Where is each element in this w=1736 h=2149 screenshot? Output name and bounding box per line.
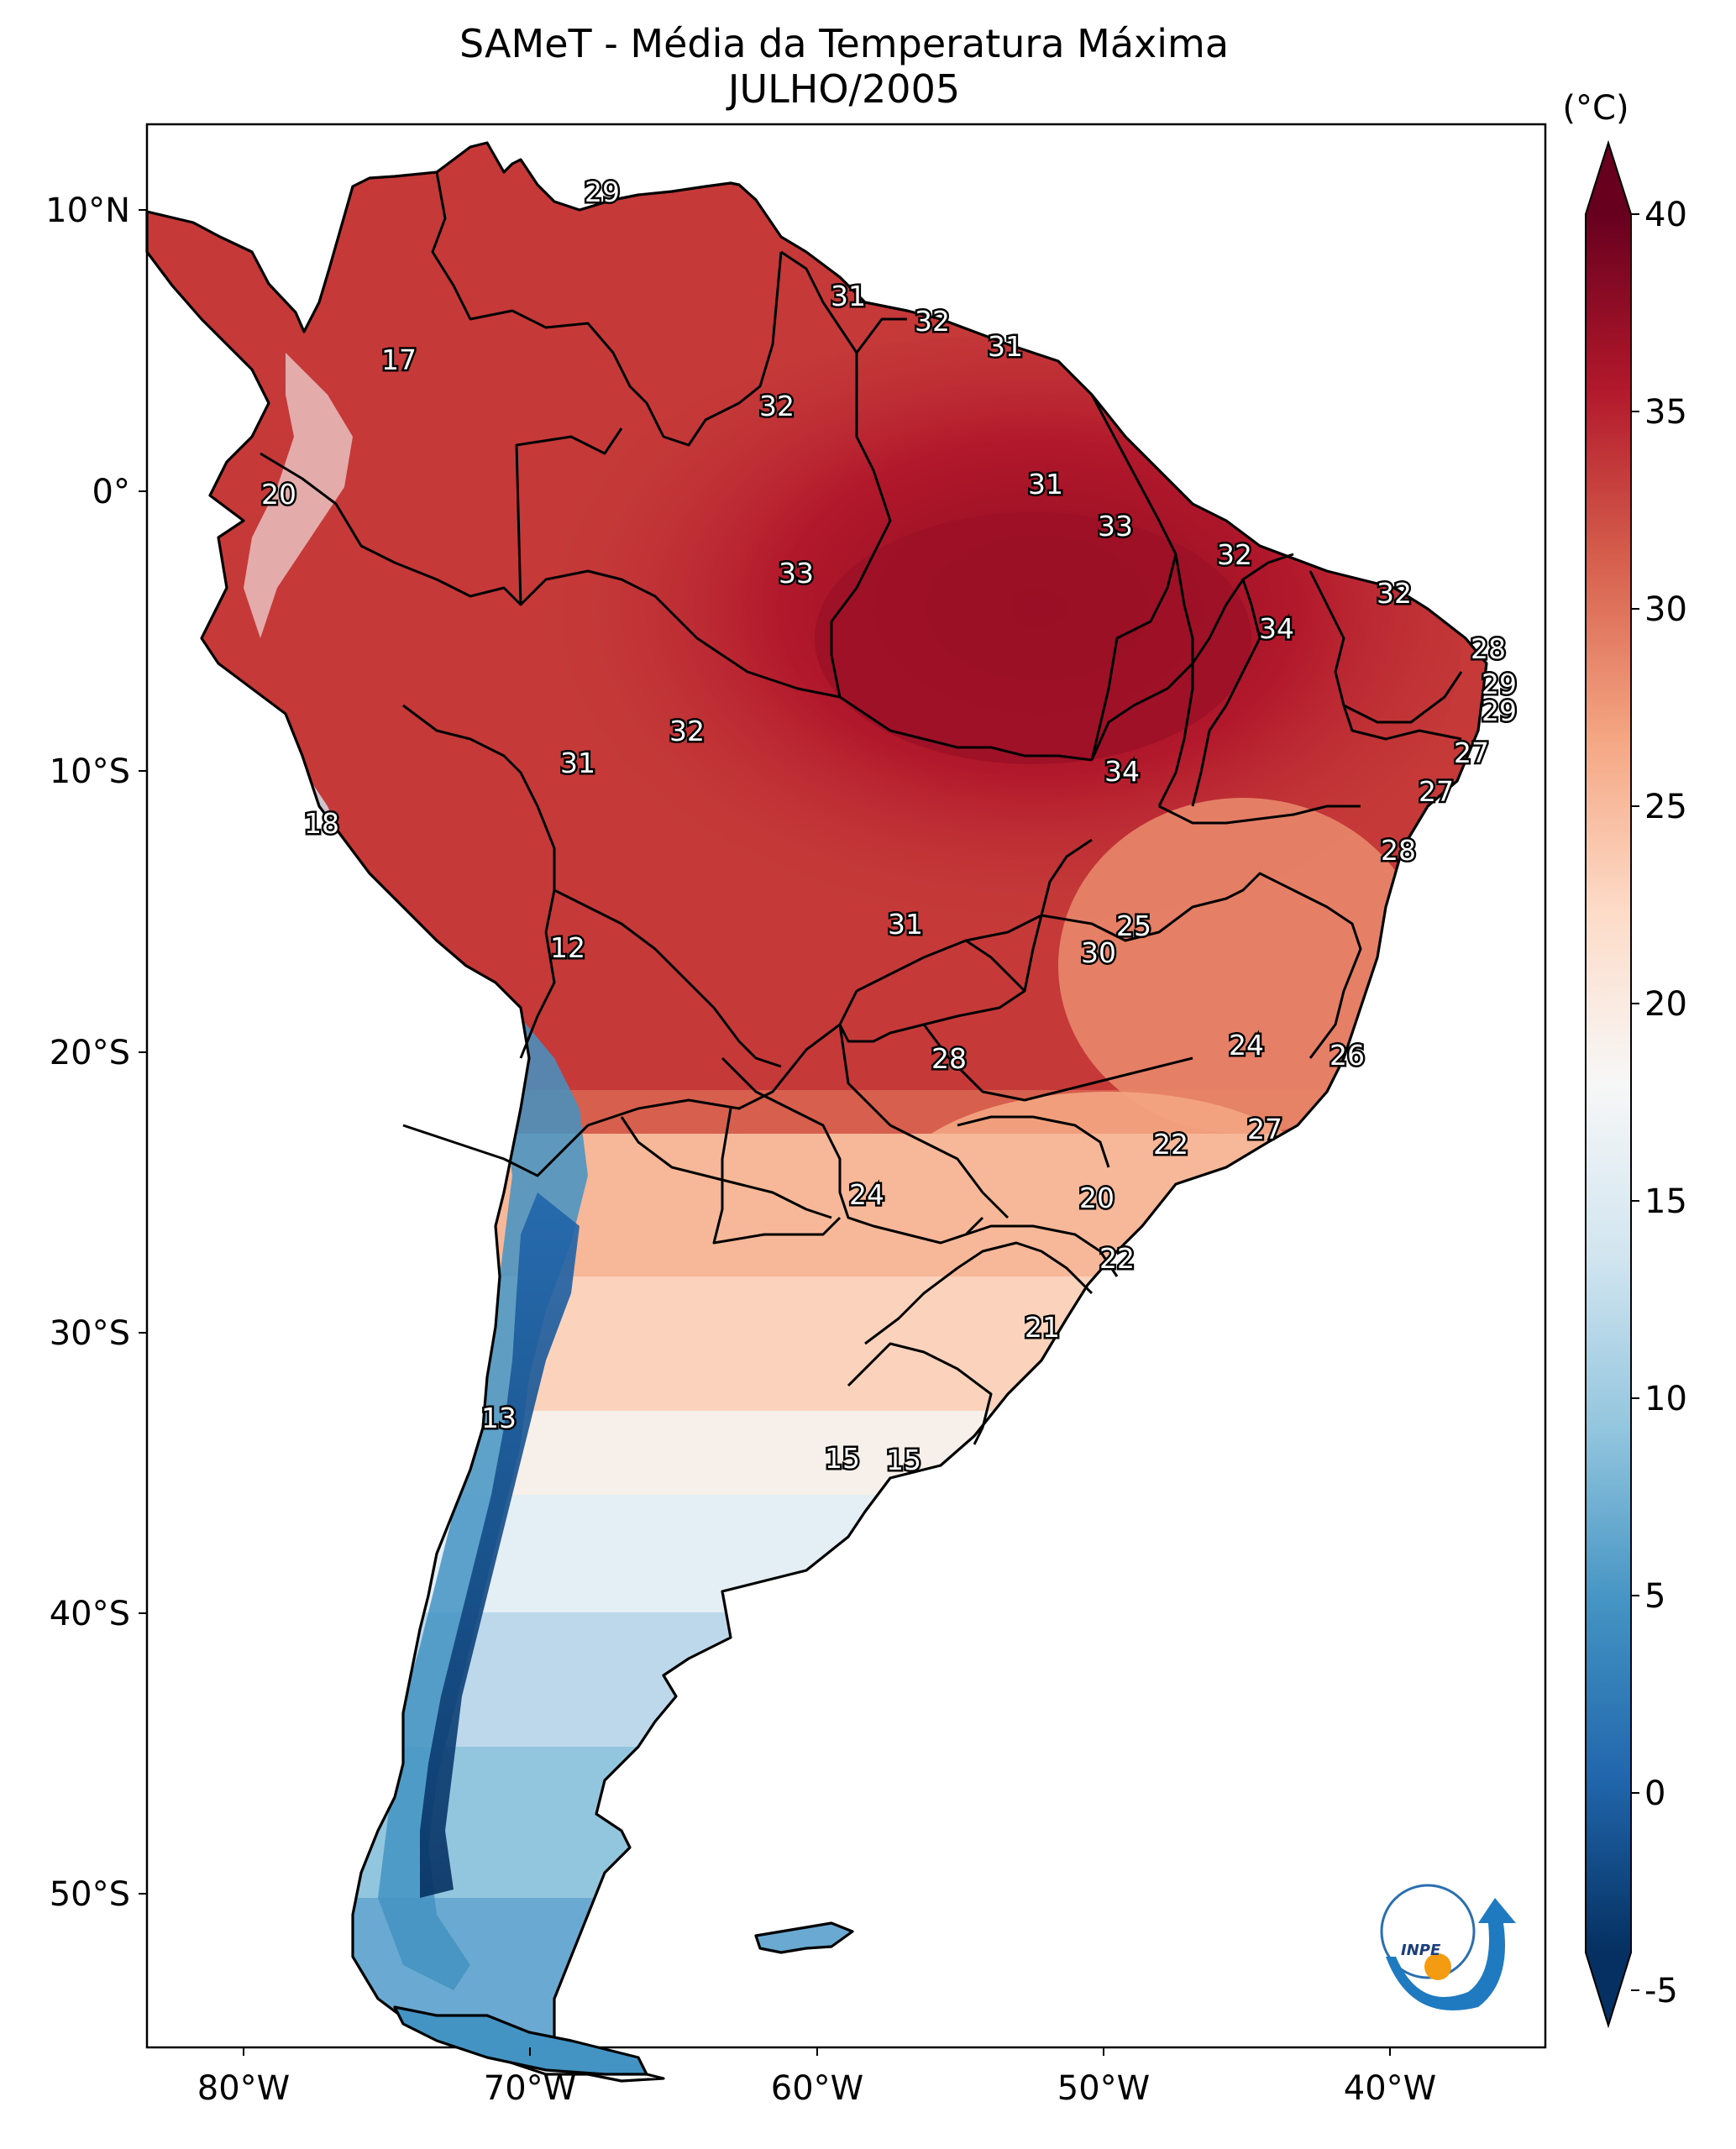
contour-label: 29 — [1482, 694, 1517, 727]
logo-text: INPE — [1401, 1942, 1441, 1959]
contour-label: 31 — [831, 280, 866, 312]
lat-label: 10°N — [45, 191, 130, 230]
lat-label: 0° — [92, 473, 130, 511]
colorbar-tick: -5 — [1644, 1972, 1678, 2010]
contour-label: 34 — [1259, 612, 1294, 645]
contour-label: 31 — [888, 908, 923, 941]
colorbar-tick: 20 — [1644, 985, 1687, 1024]
contour-label: 15 — [825, 1442, 860, 1475]
lon-label: 80°W — [197, 2069, 290, 2108]
contour-label: 25 — [1116, 909, 1151, 942]
contour-label: 24 — [849, 1178, 884, 1211]
contour-label: 27 — [1247, 1113, 1282, 1145]
contour-label: 27 — [1419, 775, 1454, 808]
contour-label: 33 — [779, 557, 814, 590]
longitude-axis: 80°W 70°W 60°W 50°W 40°W — [197, 2047, 1436, 2108]
contour-label: 30 — [1081, 936, 1116, 969]
contour-label: 21 — [1025, 1311, 1060, 1344]
contour-label: 12 — [550, 931, 585, 964]
lon-label: 50°W — [1057, 2069, 1150, 2108]
colorbar-tick: 5 — [1644, 1577, 1665, 1616]
lat-label: 30°S — [50, 1314, 130, 1353]
latitude-axis: 10°N 0° 10°S 20°S 30°S 40°S 50°S — [45, 191, 147, 1914]
contour-label: 34 — [1104, 755, 1140, 788]
lon-label: 60°W — [771, 2069, 863, 2108]
contour-label: 18 — [304, 807, 339, 840]
contour-label: 32 — [915, 305, 950, 338]
contour-label: 17 — [381, 343, 417, 376]
colorbar-gradient — [1586, 214, 1631, 1952]
lon-label: 40°W — [1344, 2069, 1436, 2108]
contour-label: 28 — [1381, 834, 1416, 867]
lat-label: 50°S — [50, 1875, 130, 1914]
contour-label: 15 — [886, 1444, 921, 1476]
contour-label: 33 — [1098, 510, 1133, 542]
map-title: SAMeT - Média da Temperatura Máxima — [459, 21, 1229, 66]
contour-label: 32 — [1217, 538, 1252, 571]
contour-labels: 29 31 32 31 17 32 20 31 33 32 33 32 34 2… — [260, 174, 1519, 1479]
colorbar-tick: 25 — [1644, 788, 1687, 826]
contour-label: 26 — [1330, 1039, 1365, 1072]
contour-label: 32 — [669, 715, 705, 747]
colorbar-tick: 0 — [1644, 1774, 1665, 1813]
colorbar: (°C) 40 35 30 25 20 15 10 5 0 -5 — [1562, 89, 1687, 2029]
contour-label: 27 — [1454, 736, 1489, 769]
contour-label: 31 — [560, 747, 595, 779]
contour-label: 28 — [1471, 632, 1506, 665]
colorbar-tick: 35 — [1644, 393, 1687, 432]
lat-label: 10°S — [50, 752, 130, 791]
map-subtitle: JULHO/2005 — [726, 66, 960, 112]
inpe-logo-icon: INPE — [1380, 1884, 1516, 2010]
contour-label: 24 — [1229, 1029, 1264, 1061]
colorbar-tick: 40 — [1644, 196, 1687, 234]
contour-label: 32 — [759, 390, 795, 422]
contour-label: 13 — [481, 1402, 517, 1434]
contour-label: 29 — [585, 176, 620, 208]
contour-label: 20 — [1079, 1182, 1115, 1214]
contour-label: 28 — [931, 1042, 967, 1075]
contour-label: 20 — [261, 478, 296, 511]
contour-label: 32 — [1377, 577, 1412, 610]
contour-label: 31 — [1028, 468, 1063, 501]
contour-label: 29 — [1482, 668, 1517, 700]
lon-label: 70°W — [484, 2069, 576, 2108]
lat-label: 20°S — [50, 1034, 130, 1072]
country-borders — [260, 171, 1463, 1445]
contour-label: 31 — [988, 330, 1023, 363]
colorbar-tick: 10 — [1644, 1380, 1687, 1418]
contour-label: 22 — [1099, 1242, 1135, 1275]
colorbar-unit: (°C) — [1562, 89, 1628, 128]
colorbar-tick: 30 — [1644, 590, 1687, 629]
colorbar-tick: 15 — [1644, 1182, 1687, 1221]
contour-label: 22 — [1153, 1128, 1188, 1161]
lat-label: 40°S — [50, 1595, 130, 1633]
